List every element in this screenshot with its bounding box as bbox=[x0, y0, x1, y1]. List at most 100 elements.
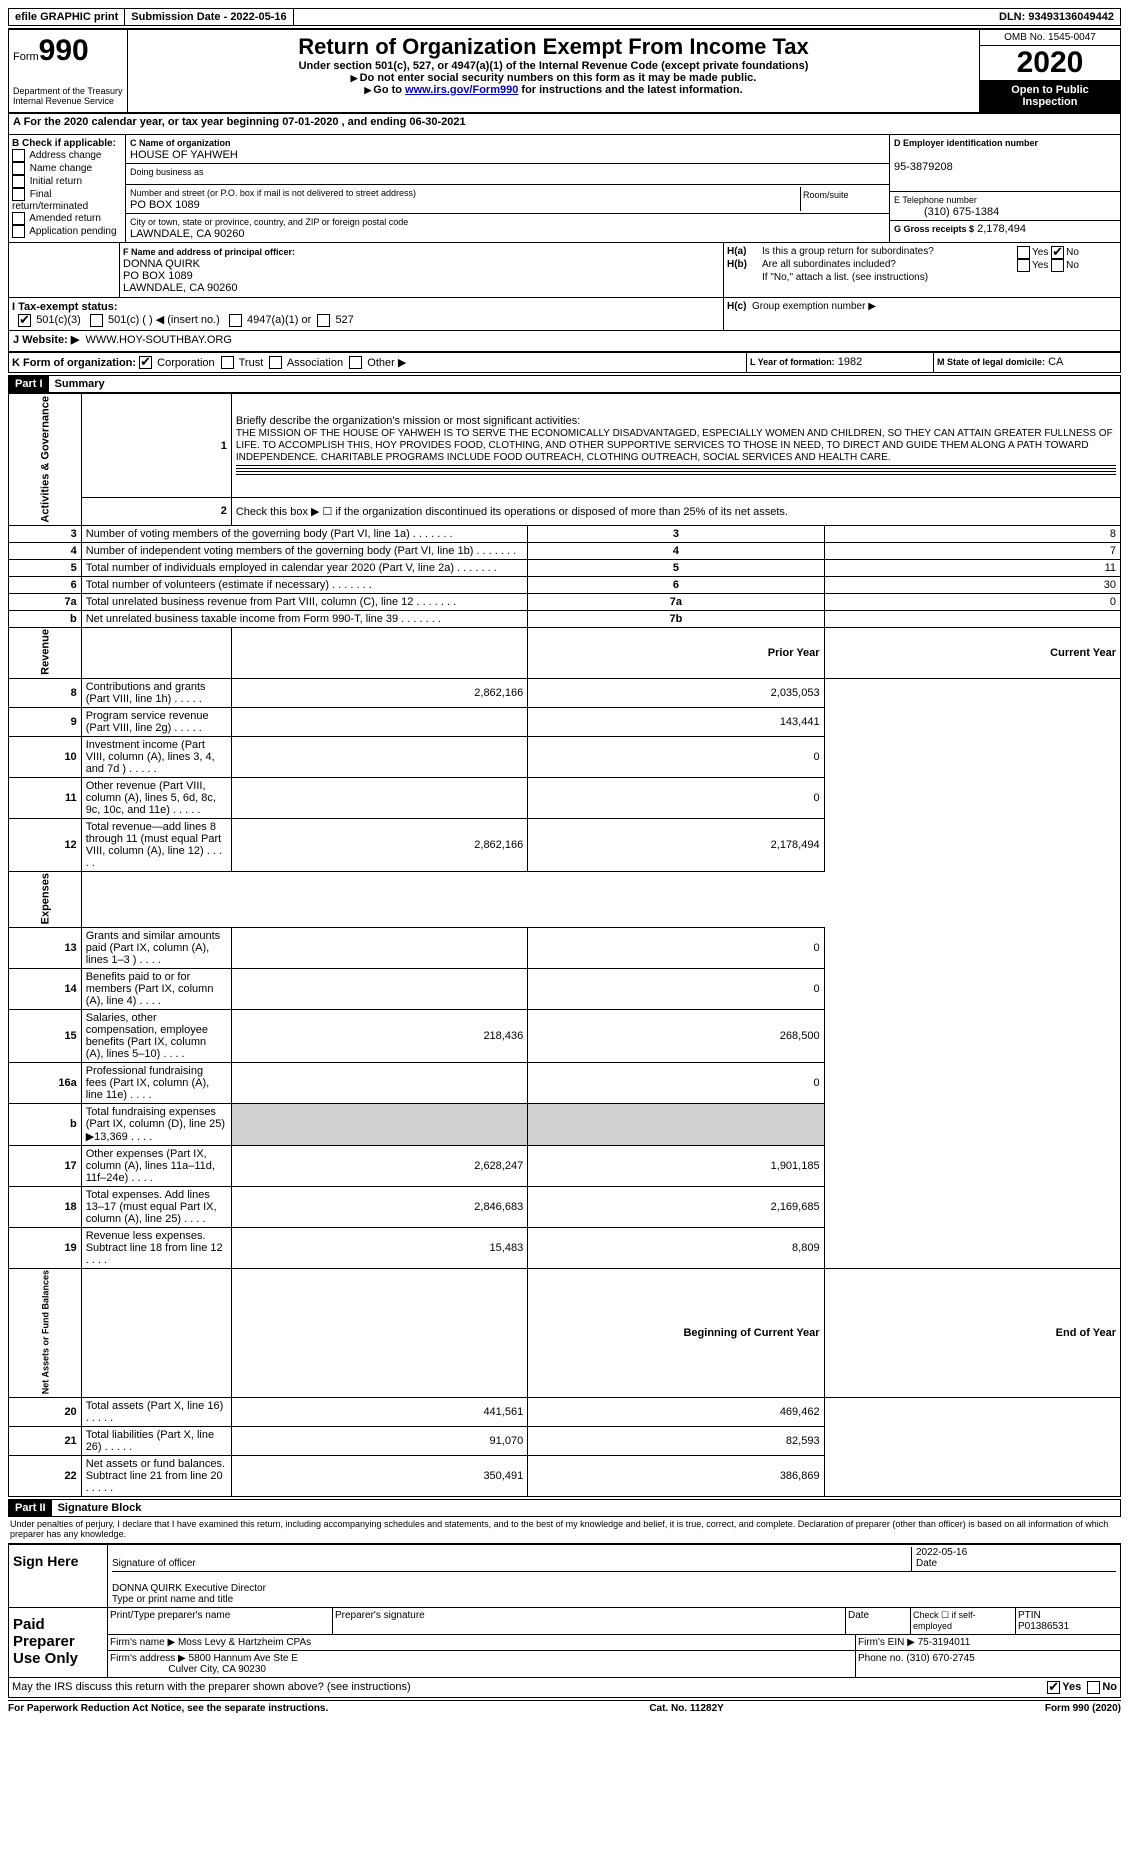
website-value: WWW.HOY-SOUTHBAY.ORG bbox=[85, 334, 231, 346]
footer-left: For Paperwork Reduction Act Notice, see … bbox=[8, 1703, 328, 1714]
discuss-label: May the IRS discuss this return with the… bbox=[12, 1681, 1047, 1694]
form-number: 990 bbox=[39, 34, 89, 67]
4947-checkbox[interactable] bbox=[229, 314, 242, 327]
officer-addr2: LAWNDALE, CA 90260 bbox=[123, 282, 238, 294]
box-c-label: C Name of organization bbox=[130, 138, 231, 148]
footer: For Paperwork Reduction Act Notice, see … bbox=[8, 1700, 1121, 1714]
col-ptin: PTIN bbox=[1018, 1610, 1041, 1621]
501c-checkbox[interactable] bbox=[90, 314, 103, 327]
ha-no-checkbox[interactable] bbox=[1051, 246, 1064, 259]
org-name: HOUSE OF YAHWEH bbox=[130, 149, 238, 161]
discuss-no-checkbox[interactable] bbox=[1087, 1681, 1100, 1694]
room-label: Room/suite bbox=[803, 190, 849, 200]
col-sig: Preparer's signature bbox=[333, 1608, 846, 1634]
paid-prep-label: Paid Preparer Use Only bbox=[9, 1608, 108, 1677]
box-g-label: G Gross receipts $ bbox=[894, 224, 974, 234]
form-org-label: K Form of organization: bbox=[12, 357, 136, 369]
box-b-checkbox[interactable] bbox=[12, 225, 25, 238]
hb-yes-checkbox[interactable] bbox=[1017, 259, 1030, 272]
org-city: LAWNDALE, CA 90260 bbox=[130, 228, 245, 240]
signature-block: Sign Here Signature of officer 2022-05-1… bbox=[8, 1543, 1121, 1678]
footer-center: Cat. No. 11282Y bbox=[649, 1703, 723, 1714]
sig-officer-label: Signature of officer bbox=[112, 1558, 196, 1569]
box-b-checkbox[interactable] bbox=[12, 162, 25, 175]
part2-title: Signature Block bbox=[52, 1500, 148, 1516]
summary-table: Activities & Governance 1 Briefly descri… bbox=[8, 393, 1121, 1497]
col-check: Check ☐ if self-employed bbox=[911, 1608, 1016, 1634]
note2-prefix: Go to bbox=[373, 84, 405, 96]
tax-year: 2020 bbox=[980, 46, 1120, 80]
footer-right: Form 990 (2020) bbox=[1045, 1703, 1121, 1714]
form-title: Return of Organization Exempt From Incom… bbox=[132, 34, 975, 60]
box-e-label: E Telephone number bbox=[894, 195, 977, 205]
phone-label: Phone no. bbox=[858, 1653, 904, 1664]
col-print: Print/Type preparer's name bbox=[108, 1608, 333, 1634]
vert-activities: Activities & Governance bbox=[9, 394, 82, 526]
sign-here-label: Sign Here bbox=[9, 1545, 108, 1607]
form-org-checkbox[interactable] bbox=[139, 356, 152, 369]
dba-label: Doing business as bbox=[130, 167, 204, 177]
box-m-label: M State of legal domicile: bbox=[937, 357, 1045, 367]
form-org-checkbox[interactable] bbox=[221, 356, 234, 369]
ein: 95-3879208 bbox=[894, 161, 953, 173]
omb-number: OMB No. 1545-0047 bbox=[980, 30, 1120, 46]
dept-label: Department of the Treasury bbox=[13, 86, 123, 96]
form-note1: Do not enter social security numbers on … bbox=[132, 72, 975, 84]
hc-label: Group exemption number ▶ bbox=[752, 301, 876, 312]
prep-phone: (310) 670-2745 bbox=[906, 1653, 974, 1664]
mission-text: THE MISSION OF THE HOUSE OF YAHWEH IS TO… bbox=[236, 428, 1113, 463]
prior-year-header: Prior Year bbox=[528, 627, 824, 678]
hb-label: Are all subordinates included? bbox=[762, 259, 1017, 272]
ha-yes-checkbox[interactable] bbox=[1017, 246, 1030, 259]
vert-expenses: Expenses bbox=[9, 871, 82, 927]
box-l-label: L Year of formation: bbox=[750, 357, 835, 367]
note2-suffix: for instructions and the latest informat… bbox=[518, 84, 742, 96]
city-label: City or town, state or province, country… bbox=[130, 217, 408, 227]
col-date: Date bbox=[846, 1608, 911, 1634]
part1-title: Summary bbox=[49, 376, 111, 392]
date-label: Date bbox=[916, 1558, 937, 1569]
box-b-checkbox[interactable] bbox=[12, 212, 25, 225]
form-org-checkbox[interactable] bbox=[269, 356, 282, 369]
type-name-label: Type or print name and title bbox=[112, 1594, 233, 1605]
current-year-header: Current Year bbox=[824, 627, 1120, 678]
gross-receipts: 2,178,494 bbox=[977, 223, 1026, 235]
firm-addr1: 5800 Hannum Ave Ste E bbox=[189, 1653, 298, 1664]
officer-printed: DONNA QUIRK Executive Director bbox=[112, 1583, 266, 1594]
vert-netassets: Net Assets or Fund Balances bbox=[9, 1268, 82, 1397]
declaration: Under penalties of perjury, I declare th… bbox=[8, 1517, 1121, 1541]
discuss-yes-checkbox[interactable] bbox=[1047, 1681, 1060, 1694]
firm-name: Moss Levy & Hartzheim CPAs bbox=[178, 1637, 311, 1648]
end-year-header: End of Year bbox=[824, 1268, 1120, 1397]
line1-label: Briefly describe the organization's miss… bbox=[236, 415, 580, 427]
501c3-checkbox[interactable] bbox=[18, 314, 31, 327]
box-b-checkbox[interactable] bbox=[12, 188, 25, 201]
527-checkbox[interactable] bbox=[317, 314, 330, 327]
begin-year-header: Beginning of Current Year bbox=[528, 1268, 824, 1397]
efile-label: efile GRAPHIC print bbox=[9, 9, 125, 25]
sig-date: 2022-05-16 bbox=[916, 1547, 967, 1558]
box-f-label: F Name and address of principal officer: bbox=[123, 247, 295, 257]
firm-ein-label: Firm's EIN ▶ bbox=[858, 1637, 915, 1648]
form-org-checkbox[interactable] bbox=[349, 356, 362, 369]
firm-ein: 75-3194011 bbox=[918, 1637, 971, 1648]
ha-label: Is this a group return for subordinates? bbox=[762, 246, 1017, 259]
box-d-label: D Employer identification number bbox=[894, 138, 1038, 148]
vert-revenue: Revenue bbox=[9, 627, 82, 678]
box-b-checkbox[interactable] bbox=[12, 149, 25, 162]
officer-name: DONNA QUIRK bbox=[123, 258, 200, 270]
website-label: J Website: ▶ bbox=[13, 334, 79, 346]
ptin-value: P01386531 bbox=[1018, 1621, 1069, 1632]
firm-addr2: Culver City, CA 90230 bbox=[168, 1664, 266, 1675]
top-bar: efile GRAPHIC print Submission Date - 20… bbox=[8, 8, 1121, 26]
box-b: B Check if applicable: Address change Na… bbox=[9, 135, 126, 242]
form-header: Form990 Department of the Treasury Inter… bbox=[8, 28, 1121, 114]
submission-date: Submission Date - 2022-05-16 bbox=[125, 9, 293, 25]
form-subtitle: Under section 501(c), 527, or 4947(a)(1)… bbox=[132, 60, 975, 72]
irs-link[interactable]: www.irs.gov/Form990 bbox=[405, 84, 518, 96]
irs-label: Internal Revenue Service bbox=[13, 96, 123, 106]
org-address: PO BOX 1089 bbox=[130, 199, 200, 211]
box-b-checkbox[interactable] bbox=[12, 175, 25, 188]
hb-note: If "No," attach a list. (see instruction… bbox=[762, 272, 1117, 283]
hb-no-checkbox[interactable] bbox=[1051, 259, 1064, 272]
